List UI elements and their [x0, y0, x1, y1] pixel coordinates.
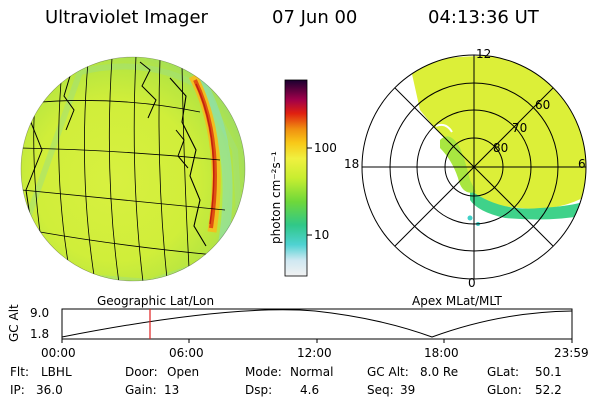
- info-dsp-label: Dsp:: [245, 383, 273, 397]
- altitude-y-tick-9: 9.0: [30, 306, 50, 320]
- altitude-curve: [61, 309, 573, 338]
- info-gcalt-value: 8.0 Re: [420, 365, 459, 379]
- altitude-x-tick-0: 00:00: [41, 346, 76, 360]
- altitude-x-tick-3: 18:00: [424, 346, 459, 360]
- polar-lat-60: 60: [535, 98, 551, 112]
- globe-image: [20, 56, 246, 282]
- colorbar-label-100: 100: [314, 141, 337, 155]
- altitude-x-tick-1: 06:00: [169, 346, 204, 360]
- date-label: 07 Jun 00: [272, 7, 358, 28]
- info-gcalt-label: GC Alt:: [367, 365, 409, 379]
- projection-label-left: Geographic Lat/Lon: [97, 294, 215, 308]
- info-gain-label: Gain:: [125, 383, 157, 397]
- info-mode-label: Mode:: [245, 365, 282, 379]
- info-glat-value: 50.1: [535, 365, 562, 379]
- info-seq-label: Seq:: [367, 383, 394, 397]
- info-flt-label: Flt:: [10, 365, 29, 379]
- time-label: 04:13:36 UT: [428, 7, 539, 28]
- polar-mlt-0: 0: [468, 276, 476, 290]
- colorbar: [284, 79, 312, 277]
- info-ip-value: 36.0: [36, 383, 63, 397]
- polar-mlt-18: 18: [344, 157, 360, 171]
- colorbar-label-10: 10: [314, 228, 330, 242]
- polar-mlt-12: 12: [476, 47, 492, 61]
- info-glon-label: GLon:: [487, 383, 522, 397]
- polar-lat-80: 80: [493, 141, 509, 155]
- info-door-label: Door:: [125, 365, 158, 379]
- info-dsp-value: 4.6: [300, 383, 320, 397]
- polar-mlt-6: 6: [578, 157, 586, 171]
- colorbar-unit-label: photon cm⁻²s⁻¹: [269, 151, 283, 244]
- info-flt-value: LBHL: [41, 365, 72, 379]
- altitude-plot: [61, 308, 573, 343]
- polar-plot: [361, 54, 587, 280]
- altitude-x-tick-2: 12:00: [297, 346, 332, 360]
- info-door-value: Open: [167, 365, 200, 379]
- info-gain-value: 13: [164, 383, 180, 397]
- info-glon-value: 52.2: [535, 383, 562, 397]
- altitude-y-tick-1: 1.8: [30, 327, 50, 341]
- info-mode-value: Normal: [290, 365, 334, 379]
- altitude-x-tick-4: 23:59: [554, 346, 589, 360]
- info-ip-label: IP:: [10, 383, 25, 397]
- info-glat-label: GLat:: [487, 365, 520, 379]
- instrument-title: Ultraviolet Imager: [45, 7, 208, 28]
- projection-label-right: Apex MLat/MLT: [412, 294, 502, 308]
- info-seq-value: 39: [400, 383, 416, 397]
- altitude-y-label: GC Alt: [7, 304, 21, 342]
- polar-lat-70: 70: [512, 121, 528, 135]
